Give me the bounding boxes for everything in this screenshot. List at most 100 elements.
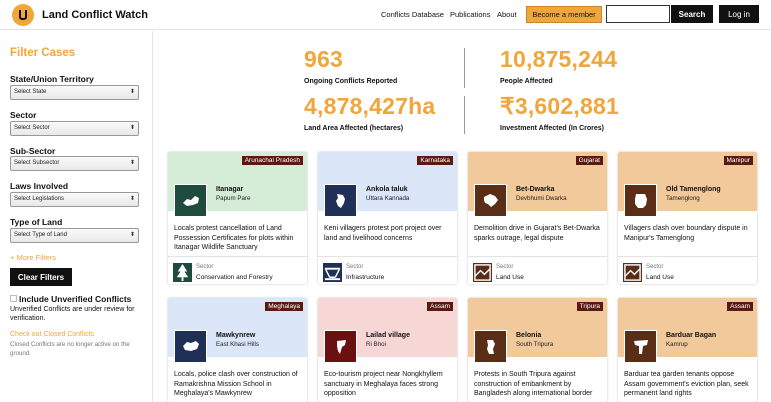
state-map-icon: [624, 330, 657, 363]
card-district: Tamenglong: [666, 195, 700, 202]
land-use-icon: [623, 263, 642, 282]
state-tag: Arunachal Pradesh: [241, 156, 303, 165]
filter-sidebar: Filter Cases State/Union Territory Selec…: [0, 31, 153, 402]
laws-select-value: Select Legislations: [14, 196, 65, 202]
land-type-select[interactable]: Select Type of Land ⬍: [10, 228, 139, 243]
land-area-label: Land Area Affected (hectares): [304, 125, 404, 132]
conflict-card[interactable]: Gujarat Bet-Dwarka Devbhumi Dwarka Demoliti…: [468, 152, 607, 284]
card-headline[interactable]: Villagers clash over boundary dispute in…: [624, 225, 748, 242]
investment-value: ₹3,602,881: [500, 93, 619, 119]
subsector-select-value: Select Subsector: [14, 160, 60, 166]
card-place[interactable]: Ankola taluk: [366, 186, 408, 193]
card-district: Kamrup: [666, 341, 688, 348]
card-headline[interactable]: Locals, police clash over construction o…: [174, 371, 298, 398]
card-place[interactable]: Lailad village: [366, 332, 410, 339]
card-headline[interactable]: Eco-tourism project near Nongkhyllem san…: [324, 371, 443, 398]
site-title[interactable]: Land Conflict Watch: [42, 9, 148, 21]
card-place[interactable]: Belonia: [516, 332, 542, 339]
subsector-select[interactable]: Select Subsector ⬍: [10, 156, 139, 171]
card-divider: [318, 256, 457, 257]
ongoing-conflicts-label: Ongoing Conflicts Reported: [304, 78, 398, 85]
conflict-card[interactable]: Karnataka Ankola taluk Uttara Kannada Keni …: [318, 152, 457, 284]
select-arrows-icon: ⬍: [129, 89, 135, 95]
sector-filter-label: Sector: [10, 110, 37, 120]
unverified-checkbox[interactable]: [10, 295, 17, 302]
card-place[interactable]: Mawkynrew: [216, 332, 256, 339]
conflict-card[interactable]: Meghalaya Mawkynrew East Khasi Hills Locals…: [168, 298, 307, 402]
brand[interactable]: Land Conflict Watch: [12, 4, 148, 26]
state-map-icon: [624, 184, 657, 217]
card-headline[interactable]: Protests in South Tripura against constr…: [474, 371, 593, 398]
filter-title: Filter Cases: [10, 47, 76, 59]
search-input[interactable]: [606, 5, 670, 23]
conflict-card[interactable]: Assam Lailad village Ri Bhoi Eco-tourism pr…: [318, 298, 457, 402]
state-map-icon: [474, 184, 507, 217]
select-arrows-icon: ⬍: [129, 125, 135, 131]
forest-icon: [173, 263, 192, 282]
card-divider: [618, 256, 757, 257]
laws-select[interactable]: Select Legislations ⬍: [10, 192, 139, 207]
state-select-value: Select State: [14, 89, 47, 95]
card-district: Ri Bhoi: [366, 341, 386, 348]
people-affected-label: People Affected: [500, 78, 553, 85]
people-affected-value: 10,875,244: [500, 46, 618, 72]
state-map-icon: [474, 330, 507, 363]
state-tag: Gujarat: [575, 156, 603, 165]
card-headline[interactable]: Keni villagers protest port project over…: [324, 225, 442, 242]
search-button[interactable]: Search: [671, 5, 713, 23]
card-headline[interactable]: Demolition drive in Gujarat's Bet-Dwarka…: [474, 225, 600, 242]
conflict-card[interactable]: Tripura Belonia South Tripura Protests in S…: [468, 298, 607, 402]
stats-divider: [464, 48, 465, 88]
state-tag: Assam: [727, 302, 753, 311]
become-member-button[interactable]: Become a member: [526, 6, 602, 23]
subsector-filter-label: Sub-Sector: [10, 146, 56, 156]
ongoing-conflicts-value: 963: [304, 46, 343, 72]
card-place[interactable]: Itanagar: [216, 186, 244, 193]
sector-select[interactable]: Select Sector ⬍: [10, 121, 139, 136]
clear-filters-button[interactable]: Clear Filters: [10, 268, 72, 286]
state-map-icon: [324, 184, 357, 217]
card-place[interactable]: Bet-Dwarka: [516, 186, 555, 193]
nav-conflicts-database[interactable]: Conflicts Database: [381, 10, 444, 19]
card-district: Devbhumi Dwarka: [516, 195, 567, 202]
infrastructure-icon: [323, 263, 342, 282]
state-tag: Meghalaya: [265, 302, 303, 311]
card-divider: [168, 256, 307, 257]
more-filters-link[interactable]: + More Filters: [10, 253, 57, 262]
sector-label: Sector: [196, 264, 214, 270]
closed-conflicts-note: Closed Conflicts are no longer active on…: [10, 341, 130, 357]
laws-filter-label: Laws Involved: [10, 181, 69, 191]
conflict-card[interactable]: Assam Barduar Bagan Kamrup Barduar tea gard…: [618, 298, 757, 402]
select-arrows-icon: ⬍: [129, 160, 135, 166]
state-tag: Manipur: [723, 156, 753, 165]
sector-label: Sector: [346, 264, 364, 270]
conflict-card[interactable]: Manipur Old Tamenglong Tamenglong Villagers…: [618, 152, 757, 284]
card-district: South Tripura: [516, 341, 554, 348]
nav-publications[interactable]: Publications: [450, 10, 491, 19]
card-place[interactable]: Barduar Bagan: [666, 332, 717, 339]
login-button[interactable]: Log in: [719, 5, 759, 23]
sector-value: Infrastructure: [346, 274, 385, 281]
stats-divider: [464, 96, 465, 134]
land-type-filter-label: Type of Land: [10, 217, 63, 227]
card-district: Uttara Kannada: [366, 195, 410, 202]
lcw-logo-icon[interactable]: [12, 4, 34, 26]
select-arrows-icon: ⬍: [129, 196, 135, 202]
card-place[interactable]: Old Tamenglong: [666, 186, 721, 193]
card-headline[interactable]: Barduar tea garden tenants oppose Assam …: [624, 371, 749, 398]
nav-about[interactable]: About: [497, 10, 517, 19]
card-district: Papum Pare: [216, 195, 251, 202]
land-area-value: 4,878,427ha: [304, 93, 436, 119]
state-tag: Karnataka: [417, 156, 453, 165]
select-arrows-icon: ⬍: [129, 232, 135, 238]
state-map-icon: [324, 330, 357, 363]
state-select[interactable]: Select State ⬍: [10, 85, 139, 100]
state-tag: Assam: [427, 302, 453, 311]
land-type-select-value: Select Type of Land: [14, 232, 67, 238]
sector-label: Sector: [646, 264, 664, 270]
sector-label: Sector: [496, 264, 514, 270]
conflict-card[interactable]: Arunachal Pradesh Itanagar Papum Pare Local…: [168, 152, 307, 284]
unverified-title: Include Unverified Conflicts: [19, 294, 132, 304]
card-headline[interactable]: Locals protest cancellation of Land Poss…: [174, 225, 294, 252]
closed-conflicts-link[interactable]: Check out Closed Conflicts: [10, 331, 95, 338]
